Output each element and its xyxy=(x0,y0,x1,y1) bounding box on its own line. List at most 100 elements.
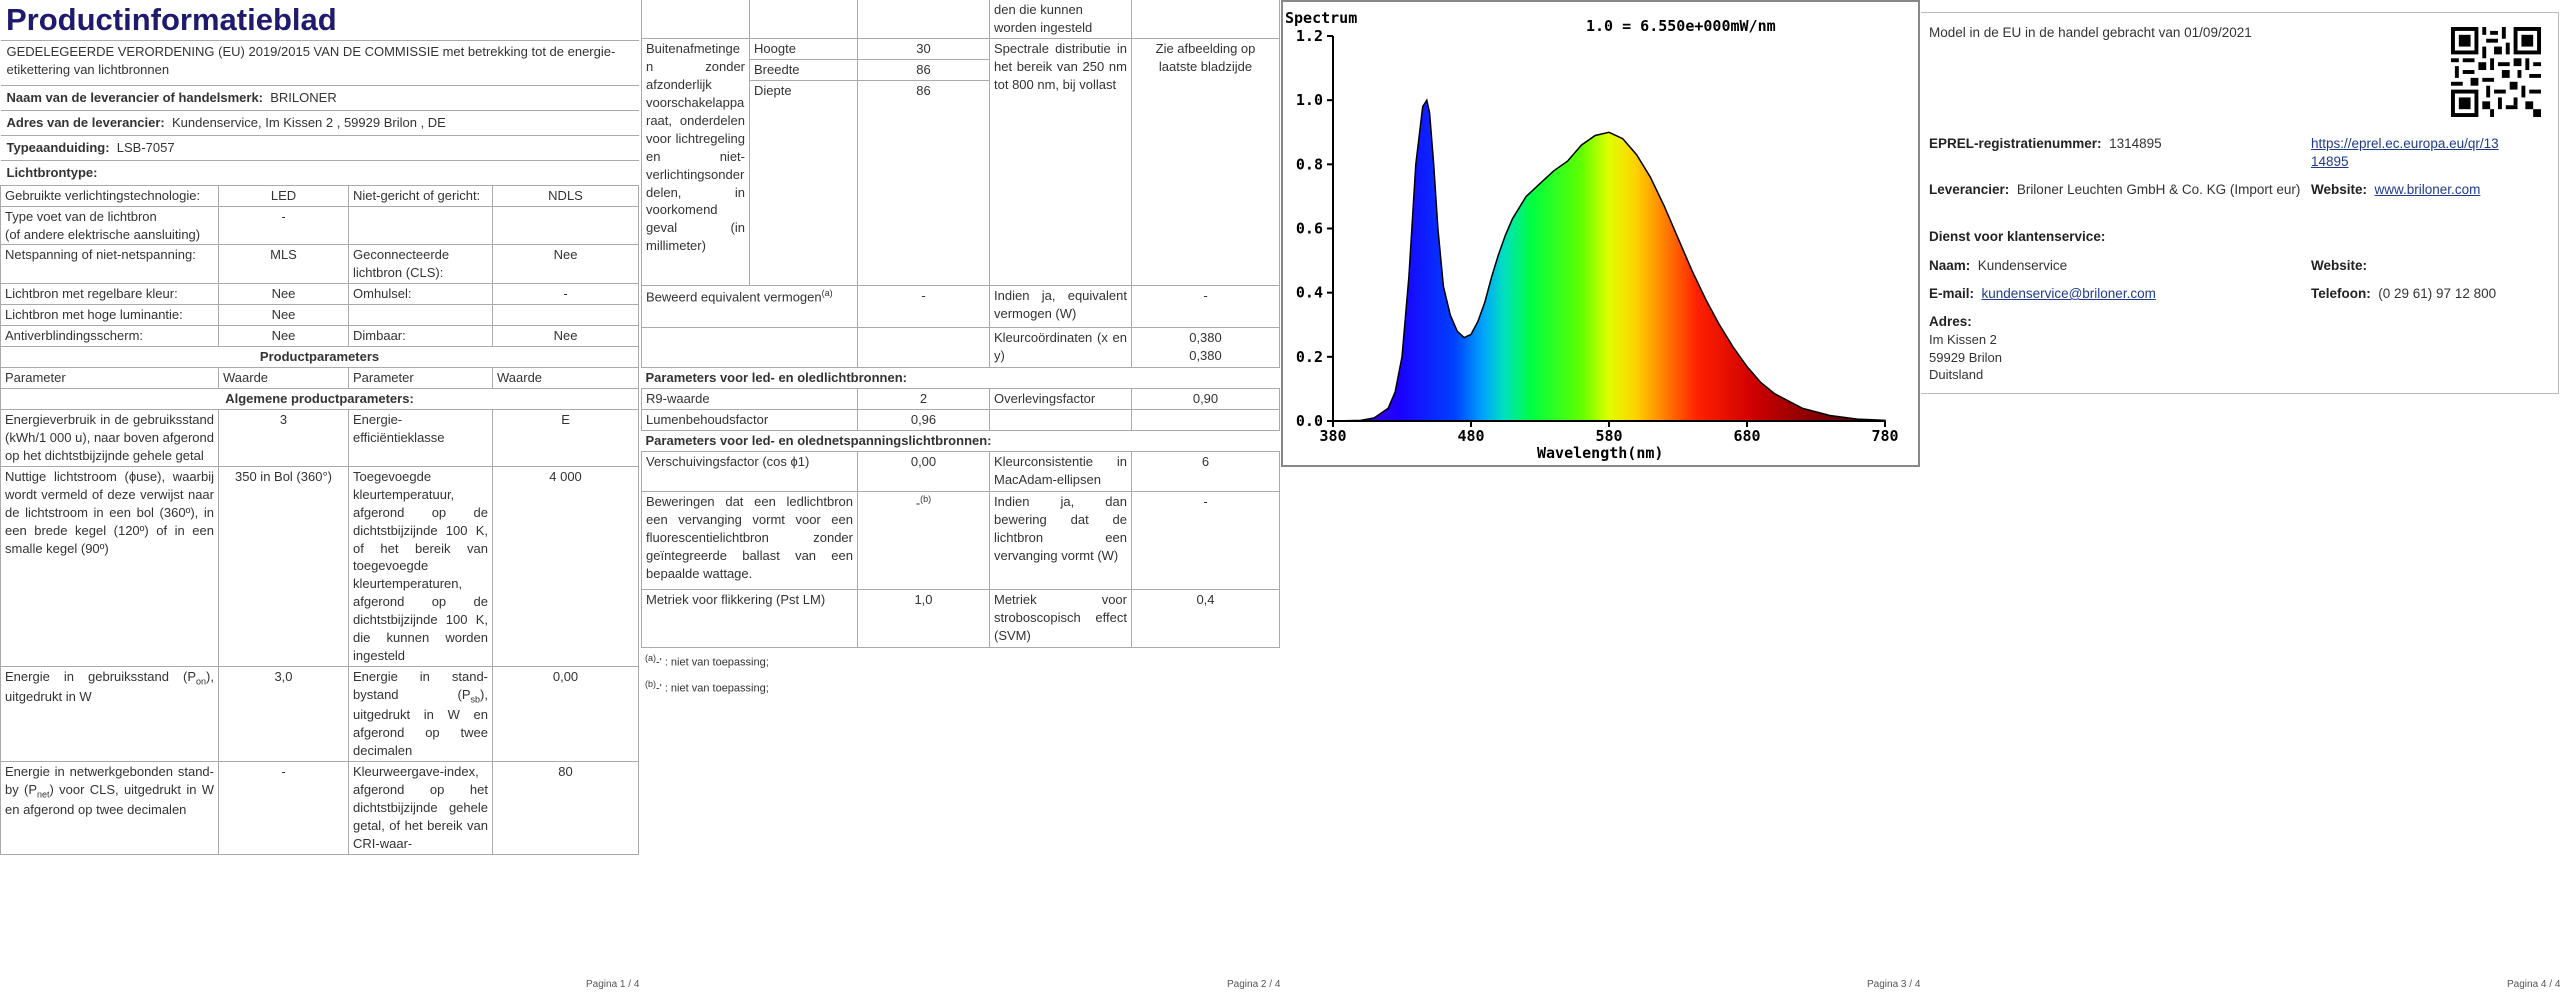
footnote-a: (a)-' : niet van toepassing; xyxy=(645,652,769,669)
table-row: Gebruikte verlichtingstechnologie: LED N… xyxy=(0,184,640,207)
table-row: Energie in gebruiksstand (Pon), uitgedru… xyxy=(0,666,640,762)
param-label: Nuttige lichtstroom (ϕuse), waarbij word… xyxy=(0,465,219,668)
table-row: Lichtbron met regelbare kleur: Nee Omhul… xyxy=(0,283,640,306)
chart-axes: 0.0 0.2 0.4 0.6 0.8 1.0 1.2 380 480 580 680 780 xyxy=(1296,27,1899,445)
service-heading: Dienst voor klantenservice: xyxy=(1929,229,2106,244)
x-tick-label: 580 xyxy=(1595,427,1622,445)
chart-annotation: 1.0 = 6.550e+000mW/nm xyxy=(1586,17,1776,35)
param-value: 2 xyxy=(857,387,990,410)
website-link[interactable]: www.briloner.com xyxy=(2374,182,2481,197)
lightsource-table: GEDELEGEERDE VERORDENING (EU) 2019/2015 … xyxy=(0,40,640,855)
param-label: Geconnecteerde lichtbron (CLS): xyxy=(348,244,493,285)
dimension-value: 86 xyxy=(857,80,990,286)
y-tick-label: 0.0 xyxy=(1296,412,1323,430)
phone-value: (0 29 61) 97 12 800 xyxy=(2378,286,2497,301)
website2-label: Website: xyxy=(2311,258,2368,273)
param-value: - xyxy=(218,205,349,246)
table-row: Netspanning of niet-netspanning: MLS Gec… xyxy=(0,244,640,285)
param-value: - xyxy=(857,285,990,328)
param-label: Kleurconsistentie in MacAdam-ellipsen xyxy=(989,450,1132,492)
adres-label: Adres: xyxy=(1929,314,1972,329)
eprel-link-line-1[interactable]: https://eprel.ec.europa.eu/qr/13 xyxy=(2311,136,2499,151)
type-value: LSB-7057 xyxy=(116,139,175,155)
phone-label: Telefoon: xyxy=(2311,286,2371,301)
spectrum-chart: Spectrum 1.0 = 6.550e+000mW/nm 0.0 0.2 0.4… xyxy=(1281,0,1920,467)
param-value: 1,0 xyxy=(857,588,990,648)
param-label: R9-waarde xyxy=(641,387,858,410)
y-tick-label: 0.8 xyxy=(1296,155,1323,173)
mains-params-heading: Parameters voor led- en olednetspannings… xyxy=(641,429,1280,452)
page-3: Spectrum 1.0 = 6.550e+000mW/nm 0.0 0.2 0.4… xyxy=(1281,0,1920,1001)
spectrum-area xyxy=(1332,98,1886,422)
chart-xlabel: Wavelength(nm) xyxy=(1537,444,1663,462)
led-params-heading: Parameters voor led- en oledlichtbronnen… xyxy=(641,367,1280,389)
spectral-value: Zie afbeelding op laatste bladzijde xyxy=(1131,38,1280,286)
param-value: 0,380 0,380 xyxy=(1131,327,1280,368)
param-label xyxy=(348,205,493,246)
dimension-name: Hoogte xyxy=(749,37,858,61)
lightsource-heading: Lichtbrontype: xyxy=(0,159,639,186)
param-value: - xyxy=(1131,490,1280,590)
supplier-label: Naam van de leverancier of handelsmerk: xyxy=(6,89,264,105)
adres-line: Duitsland xyxy=(1929,367,1984,383)
param-value: 350 in Bol (360°) xyxy=(218,465,349,668)
param-value: 3 xyxy=(218,408,349,467)
website-row: Website: www.briloner.com xyxy=(2311,181,2480,199)
x-tick-label: 480 xyxy=(1457,427,1484,445)
param-label: Energie in stand-bystand (Psb), uitgedru… xyxy=(348,666,493,762)
param-label: Indien ja, dan bewering dat de lichtbron… xyxy=(989,490,1132,590)
param-label: Dimbaar: xyxy=(348,325,493,348)
column-header: Waarde xyxy=(491,367,640,389)
param-label: Metriek voor stroboscopisch effect (SVM) xyxy=(989,588,1132,648)
param-value: -(b) xyxy=(857,490,990,590)
leverancier-value: Briloner Leuchten GmbH & Co. KG (Import … xyxy=(2016,182,2301,197)
page-4: Model in de EU in de handel gebracht van… xyxy=(1921,0,2560,1001)
y-tick-label: 0.4 xyxy=(1296,284,1323,302)
param-label: Lumenbehoudsfactor xyxy=(641,408,858,431)
page-title: Productinformatieblad xyxy=(6,2,337,37)
eprel-link[interactable]: https://eprel.ec.europa.eu/qr/13 14895 xyxy=(2311,135,2551,171)
param-value: Nee xyxy=(491,325,640,348)
dimension-value: 86 xyxy=(857,59,990,82)
table-row: Nuttige lichtstroom (ϕuse), waarbij word… xyxy=(0,465,640,668)
param-value: NDLS xyxy=(491,184,640,207)
param-value: Nee xyxy=(491,244,640,285)
table-row: Energieverbruik in de gebruiksstand (kWh… xyxy=(0,408,640,467)
param-value: Nee xyxy=(218,325,349,348)
param-label: Type voet van de lichtbron xyxy=(5,208,157,224)
x-tick-label: 680 xyxy=(1733,427,1760,445)
info-box xyxy=(1921,12,2559,394)
page-footer: Pagina 2 / 4 xyxy=(1227,979,1280,990)
website-label: Website: xyxy=(2311,182,2368,197)
param-value xyxy=(491,304,640,327)
address-value: Kundenservice, Im Kissen 2 , 59929 Brilo… xyxy=(171,114,446,130)
param-value: LED xyxy=(218,184,349,207)
email-link[interactable]: kundenservice@briloner.com xyxy=(1981,286,2156,301)
param-label: Toegevoegde kleurtemperatuur, afgerond o… xyxy=(348,465,493,668)
eprel-link-line-2[interactable]: 14895 xyxy=(2311,154,2349,170)
eprel-value: 1314895 xyxy=(2109,136,2162,151)
email-label: E-mail: xyxy=(1929,286,1975,301)
param-value: 4 000 xyxy=(491,465,640,668)
param-value: 3,0 xyxy=(218,666,349,762)
address-block: Adres: Im Kissen 2 59929 Brilon Duitslan… xyxy=(1929,313,2002,384)
param-label: Kleurcoördinaten (x en y) xyxy=(989,327,1132,368)
dimension-name: Breedte xyxy=(749,59,858,82)
param-value: - xyxy=(1131,285,1280,328)
param-label: Niet-gericht of gericht: xyxy=(348,184,493,207)
y-tick-label: 1.2 xyxy=(1296,27,1323,45)
param-label: Metriek voor flikkering (Pst LM) xyxy=(641,588,858,648)
qr-code-icon xyxy=(2451,27,2541,117)
adres-line: Im Kissen 2 xyxy=(1929,332,1997,348)
param-label: Lichtbron met hoge luminantie: xyxy=(0,304,219,327)
param-value: - xyxy=(491,283,640,306)
param-value: - xyxy=(218,760,349,855)
param-label: Antiverblindingsscherm: xyxy=(0,325,219,348)
x-tick-label: 780 xyxy=(1871,427,1898,445)
product-params-heading: Productparameters xyxy=(0,346,640,369)
placed-on-market: Model in de EU in de handel gebracht van… xyxy=(1929,25,2252,40)
param-label: Indien ja, equivalent vermogen (W) xyxy=(989,285,1132,328)
param-label: Beweringen dat een ledlichtbron een verv… xyxy=(641,490,858,590)
general-params-heading: Algemene productparameters: xyxy=(0,388,640,410)
naam-label: Naam: xyxy=(1929,258,1971,273)
